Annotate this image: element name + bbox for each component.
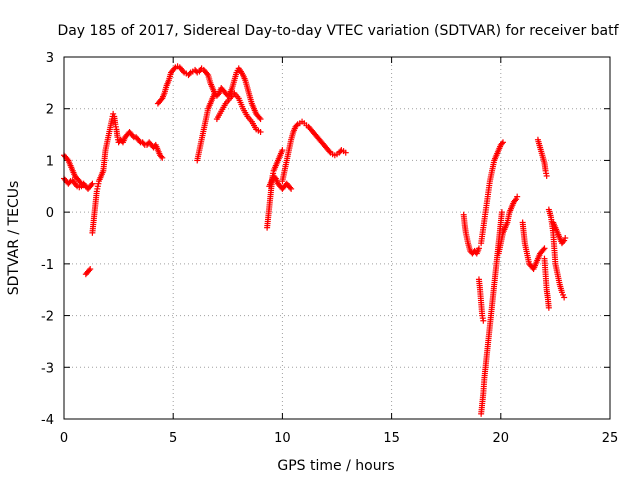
data-point bbox=[180, 68, 187, 75]
x-tick-label: 25 bbox=[602, 431, 619, 446]
data-point bbox=[511, 197, 518, 204]
data-point bbox=[89, 180, 96, 187]
x-axis-label: GPS time / hours bbox=[277, 458, 394, 474]
data-point bbox=[560, 238, 567, 245]
x-tick-label: 5 bbox=[169, 431, 177, 446]
data-point bbox=[545, 304, 552, 311]
grid bbox=[64, 57, 610, 419]
data-point bbox=[326, 148, 333, 155]
data-points bbox=[61, 63, 569, 417]
x-tick-label: 20 bbox=[493, 431, 510, 446]
y-tick-label: 1 bbox=[46, 154, 54, 169]
data-point bbox=[293, 122, 300, 129]
data-point bbox=[86, 267, 93, 274]
y-tick-label: 3 bbox=[46, 51, 54, 66]
data-point bbox=[271, 174, 278, 181]
data-point bbox=[257, 116, 264, 123]
data-point bbox=[136, 138, 143, 145]
data-point bbox=[562, 235, 569, 241]
y-axis-label: SDTVAR / TECUs bbox=[6, 181, 22, 296]
data-point bbox=[64, 156, 71, 163]
data-point bbox=[204, 70, 211, 77]
data-point bbox=[541, 245, 548, 252]
x-tick-label: 15 bbox=[383, 431, 400, 446]
data-point bbox=[211, 90, 218, 97]
data-point bbox=[287, 184, 294, 191]
data-point bbox=[498, 209, 505, 216]
chart-title: Day 185 of 2017, Sidereal Day-to-day VTE… bbox=[57, 23, 619, 39]
data-point bbox=[80, 182, 87, 189]
data-point bbox=[158, 96, 165, 103]
plot-frame bbox=[63, 56, 611, 420]
x-tick-label: 10 bbox=[274, 431, 291, 446]
data-point bbox=[342, 149, 349, 156]
y-tick-label: -4 bbox=[41, 413, 54, 428]
data-point bbox=[129, 132, 136, 139]
data-point bbox=[279, 147, 286, 154]
data-point bbox=[256, 114, 263, 121]
data-point bbox=[480, 317, 487, 324]
data-point bbox=[561, 294, 568, 301]
y-tick-label: -1 bbox=[41, 258, 54, 273]
data-point bbox=[498, 140, 505, 147]
y-tick-label: 0 bbox=[46, 206, 54, 221]
data-point bbox=[186, 70, 193, 77]
data-point bbox=[171, 65, 178, 72]
y-tick-label: -2 bbox=[41, 310, 54, 325]
data-point bbox=[543, 172, 550, 179]
data-point bbox=[475, 245, 482, 252]
ticks: 0 5 10 15 20 25 -4 -3 -2 -1 0 1 2 3 bbox=[41, 51, 618, 446]
y-tick-label: 2 bbox=[46, 103, 54, 118]
data-point bbox=[77, 179, 84, 186]
y-tick-label: -3 bbox=[41, 361, 54, 376]
data-point bbox=[87, 266, 94, 273]
data-point bbox=[88, 181, 95, 188]
data-point bbox=[158, 153, 165, 160]
data-point bbox=[288, 185, 295, 192]
data-point bbox=[73, 181, 80, 188]
data-point bbox=[159, 154, 166, 161]
data-point bbox=[540, 246, 547, 253]
data-point bbox=[257, 128, 264, 135]
data-point bbox=[499, 139, 506, 146]
x-tick-label: 0 bbox=[60, 431, 68, 446]
data-point bbox=[514, 193, 521, 200]
